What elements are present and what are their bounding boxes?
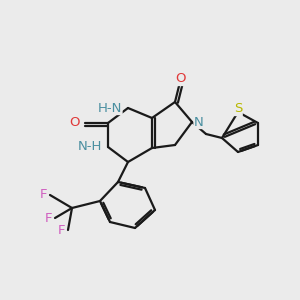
Text: H-N: H-N [98,101,122,115]
Text: O: O [175,73,185,85]
Text: S: S [234,103,242,116]
Text: F: F [58,224,65,236]
Text: N-H: N-H [78,140,102,154]
Text: O: O [70,116,80,130]
Text: F: F [40,188,47,202]
Text: F: F [44,212,52,224]
Text: N: N [194,116,204,128]
